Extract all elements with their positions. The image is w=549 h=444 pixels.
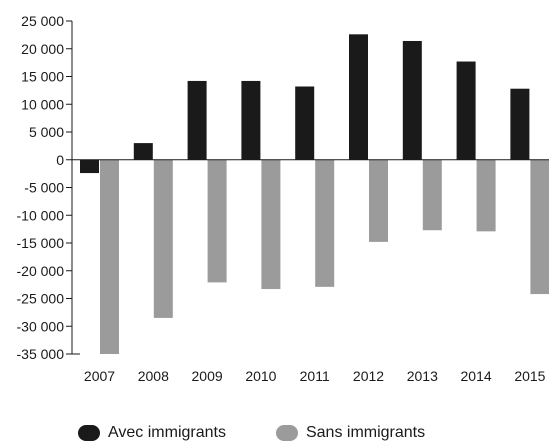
y-tick-label: 15 000: [21, 69, 64, 85]
x-tick-label: 2007: [84, 368, 115, 384]
bar-sans-2014: [476, 159, 496, 232]
x-tick-label: 2008: [138, 368, 169, 384]
legend-label-sans: Sans immigrants: [305, 424, 426, 441]
legend-item-avec: Avec immigrants: [78, 424, 226, 442]
bar-avec-2007: [80, 159, 99, 174]
legend: Avec immigrants Sans immigrants: [78, 424, 475, 442]
legend-item-sans: Sans immigrants: [275, 424, 426, 442]
bar-avec-2013: [402, 40, 422, 160]
y-tick-label: -10 000: [17, 207, 65, 223]
x-tick-label: 2014: [461, 368, 492, 384]
bar-avec-2014: [456, 61, 476, 160]
axis-layer: 25 000 20 000 15 000 10 000 5 000 0 -5 000 -10 …: [17, 13, 549, 384]
bar-sans-2010: [261, 159, 281, 290]
y-tick-label: -15 000: [17, 235, 65, 251]
y-tick-label: -35 000: [17, 346, 65, 362]
y-tick-label: 20 000: [21, 41, 64, 57]
bars-layer: [80, 34, 549, 354]
bar-sans-2011: [315, 159, 335, 287]
y-tick-label: 5 000: [29, 124, 64, 140]
bar-avec-2015: [510, 88, 530, 160]
legend-swatch-sans: [275, 425, 298, 441]
bar-avec-2009: [187, 80, 207, 160]
bar-sans-2007: [100, 159, 119, 354]
bar-sans-2015: [530, 159, 549, 295]
x-tick-label: 2013: [407, 368, 438, 384]
x-tick-label: 2010: [245, 368, 276, 384]
bar-avec-2010: [241, 80, 261, 160]
bar-sans-2008: [153, 159, 173, 318]
y-tick-label: 10 000: [21, 96, 64, 112]
bar-sans-2013: [422, 159, 442, 231]
x-tick-label: 2015: [514, 368, 545, 384]
y-tick-label: -20 000: [17, 263, 65, 279]
y-tick-label: -30 000: [17, 318, 65, 334]
x-tick-label: 2009: [192, 368, 223, 384]
y-tick-label: 25 000: [21, 13, 64, 29]
x-tick-label: 2012: [353, 368, 384, 384]
y-tick-label: 0: [56, 152, 64, 168]
x-tick-label: 2011: [300, 368, 330, 384]
bar-sans-2012: [369, 159, 388, 242]
legend-label-avec: Avec immigrants: [108, 424, 226, 441]
legend-swatch-avec: [78, 425, 100, 441]
bar-sans-2009: [207, 159, 227, 283]
bar-avec-2008: [133, 143, 153, 160]
bar-avec-2011: [295, 86, 315, 160]
y-tick-label: -5 000: [24, 180, 64, 196]
y-tick-label: -25 000: [17, 291, 65, 307]
bar-avec-2012: [349, 34, 368, 160]
